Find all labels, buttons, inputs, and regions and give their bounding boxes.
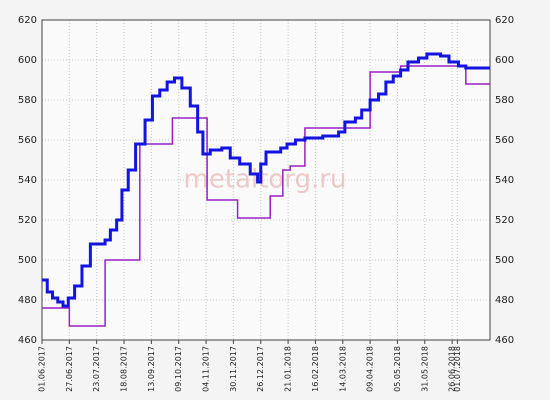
- y-tick-label: 520: [18, 215, 37, 226]
- series-line: [42, 65, 490, 327]
- x-tick-label: 09.04.2018: [366, 346, 375, 392]
- x-tick-label: 04.11.2017: [202, 346, 211, 392]
- x-tick-label: 18.08.2017: [120, 346, 129, 392]
- y-tick-label: 600: [18, 55, 37, 66]
- y2-tick-label: 520: [495, 215, 514, 226]
- x-tick-label: 09.10.2017: [174, 346, 183, 392]
- y2-tick-label: 580: [495, 95, 514, 106]
- y-tick-label: 620: [18, 15, 37, 26]
- x-tick-label: 13.09.2017: [147, 346, 156, 392]
- y-tick-label: 480: [18, 295, 37, 306]
- y-tick-label: 580: [18, 95, 37, 106]
- plot-frame: [41, 19, 491, 341]
- x-tick-label: 27.06.2017: [65, 346, 74, 392]
- x-tick-label: 26.06.2018: [448, 346, 457, 392]
- x-tick-label: 01.07.2018: [453, 346, 462, 392]
- y2-tick-label: 560: [495, 135, 514, 146]
- y2-tick-label: 460: [495, 335, 514, 346]
- x-tick-label: 16.02.2018: [311, 346, 320, 392]
- x-tick-label: 26.12.2017: [256, 346, 265, 392]
- y-tick-label: 500: [18, 255, 37, 266]
- x-tick-label: 30.11.2017: [229, 346, 238, 392]
- y-tick-label: 560: [18, 135, 37, 146]
- x-tick-label: 21.01.2018: [284, 346, 293, 392]
- y-tick-label: 540: [18, 175, 37, 186]
- x-tick-label: 01.06.2017: [38, 346, 47, 392]
- series-line: [42, 52, 490, 308]
- x-tick-label: 14.03.2018: [338, 346, 347, 392]
- x-tick-label: 31.05.2018: [420, 346, 429, 392]
- x-tick-label: 05.05.2018: [393, 346, 402, 392]
- y2-tick-label: 480: [495, 295, 514, 306]
- y2-tick-label: 600: [495, 55, 514, 66]
- y-tick-label: 460: [18, 335, 37, 346]
- y2-tick-label: 540: [495, 175, 514, 186]
- y2-tick-label: 620: [495, 15, 514, 26]
- plot-area: [42, 20, 490, 340]
- y2-tick-label: 500: [495, 255, 514, 266]
- x-tick-label: 23.07.2017: [92, 346, 101, 392]
